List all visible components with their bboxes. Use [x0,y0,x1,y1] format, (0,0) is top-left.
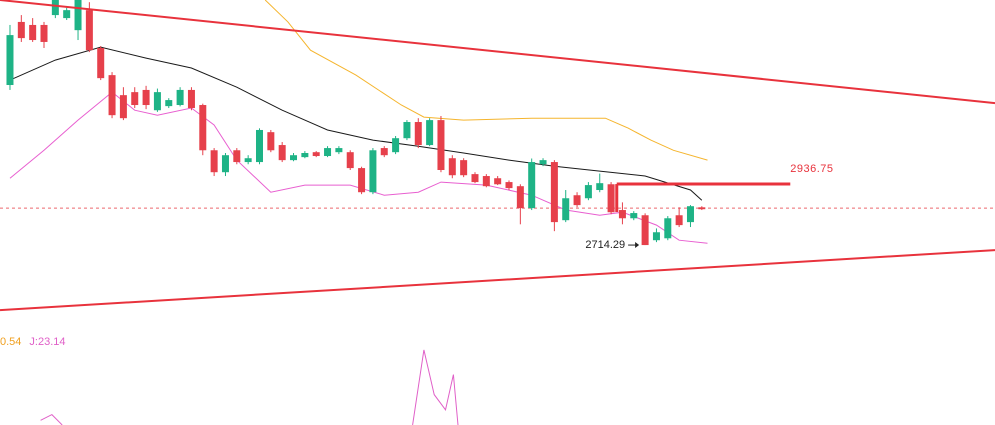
candle-body [505,182,513,189]
candle-body [153,92,161,111]
candle-body [165,100,173,107]
indicator-line [264,0,708,161]
indicator-line [9,91,708,244]
candle-body [290,155,298,161]
indicator-line [9,46,703,201]
candle-body [539,160,547,165]
candle-body [40,24,48,42]
candle-body [698,207,706,210]
trendline [0,249,995,312]
indicator-label: 0.54 [0,336,21,348]
candle-body [278,145,286,161]
candle-body [176,89,184,106]
candle-body [630,213,638,219]
candle-body [324,148,332,157]
candle-body [471,174,479,183]
candle-body [550,162,558,223]
candle-body [63,10,71,19]
candle-body [675,215,683,226]
candle-body [380,148,388,156]
candle-body [641,215,649,246]
candle-body [414,122,422,146]
candle-body [267,132,275,151]
candle-body [221,155,229,173]
candle-body [573,195,581,206]
candle-body [119,95,127,119]
candle-body [618,210,626,219]
candle-body [369,150,377,193]
candle-body [596,183,604,191]
candle-body [392,138,400,153]
candle-body [528,162,536,209]
candle-body [460,160,468,176]
candle-body [448,158,456,176]
candle-body [108,75,116,116]
candle-body [584,185,592,199]
candle-body [516,186,524,209]
candle-body [74,0,82,31]
trendline [0,0,995,105]
candle-body [187,89,195,109]
candle-body [142,89,150,106]
candle-body [437,120,445,171]
candle-body [29,24,37,41]
candle-body [17,21,25,39]
indicator-label: J:23.14 [29,336,65,348]
candle-body [97,47,105,79]
candle-body [652,232,660,241]
candle-body [255,129,263,163]
low-label: 2714.29 [585,239,625,251]
kdj-line [40,349,459,425]
candle-body [199,105,207,151]
candle-body [562,198,570,221]
candle-body [244,158,252,163]
candle-body [85,10,93,51]
candle-body [358,168,366,193]
candle-body [346,152,354,169]
candle-body [301,153,309,158]
candle-body [664,218,672,239]
low-arrow-head [635,242,640,249]
candle-body [686,206,694,223]
candle-body [426,120,434,146]
level-label: 2936.75 [790,163,833,175]
candle-body [607,184,615,213]
candle-body [210,150,218,173]
candle-body [131,92,139,106]
candle-body [482,176,490,187]
candle-body [6,35,14,86]
candle-body [312,152,320,157]
candle-body [51,0,59,16]
candle-body [403,122,411,139]
candle-body [233,150,241,163]
candle-body [494,178,502,185]
candle-body [335,148,343,153]
